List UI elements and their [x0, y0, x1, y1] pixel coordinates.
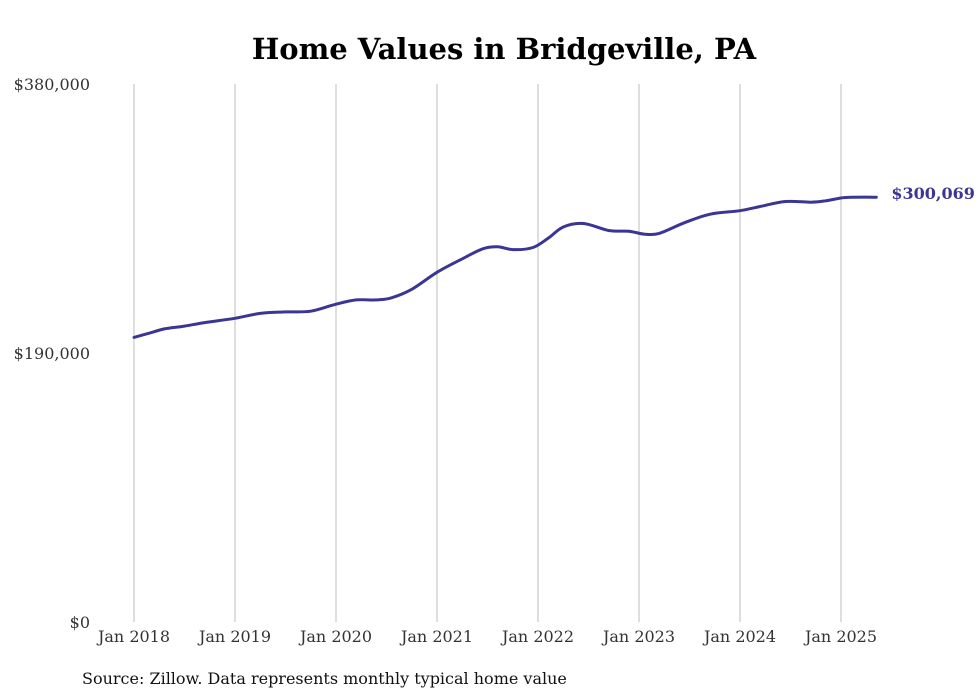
y-axis-ticks: $0 $190,000 $380,000 — [14, 75, 90, 632]
x-tick-label: Jan 2020 — [298, 627, 372, 646]
chart-title: Home Values in Bridgeville, PA — [252, 32, 757, 66]
x-tick-label: Jan 2021 — [399, 627, 473, 646]
x-tick-label: Jan 2023 — [601, 627, 675, 646]
series-line — [132, 195, 878, 339]
source-note: Source: Zillow. Data represents monthly … — [82, 669, 567, 688]
x-tick-label: Jan 2019 — [197, 627, 271, 646]
gridlines — [133, 84, 842, 622]
x-tick-label: Jan 2025 — [803, 627, 877, 646]
x-tick-label: Jan 2022 — [500, 627, 574, 646]
x-axis-ticks: Jan 2018 Jan 2019 Jan 2020 Jan 2021 Jan 2022… — [96, 627, 877, 646]
y-tick-label: $380,000 — [14, 75, 90, 94]
y-tick-label: $190,000 — [14, 344, 90, 363]
end-value-label: $300,069 — [891, 184, 975, 203]
x-tick-label: Jan 2018 — [96, 627, 170, 646]
y-tick-label: $0 — [70, 613, 90, 632]
x-tick-label: Jan 2024 — [702, 627, 776, 646]
